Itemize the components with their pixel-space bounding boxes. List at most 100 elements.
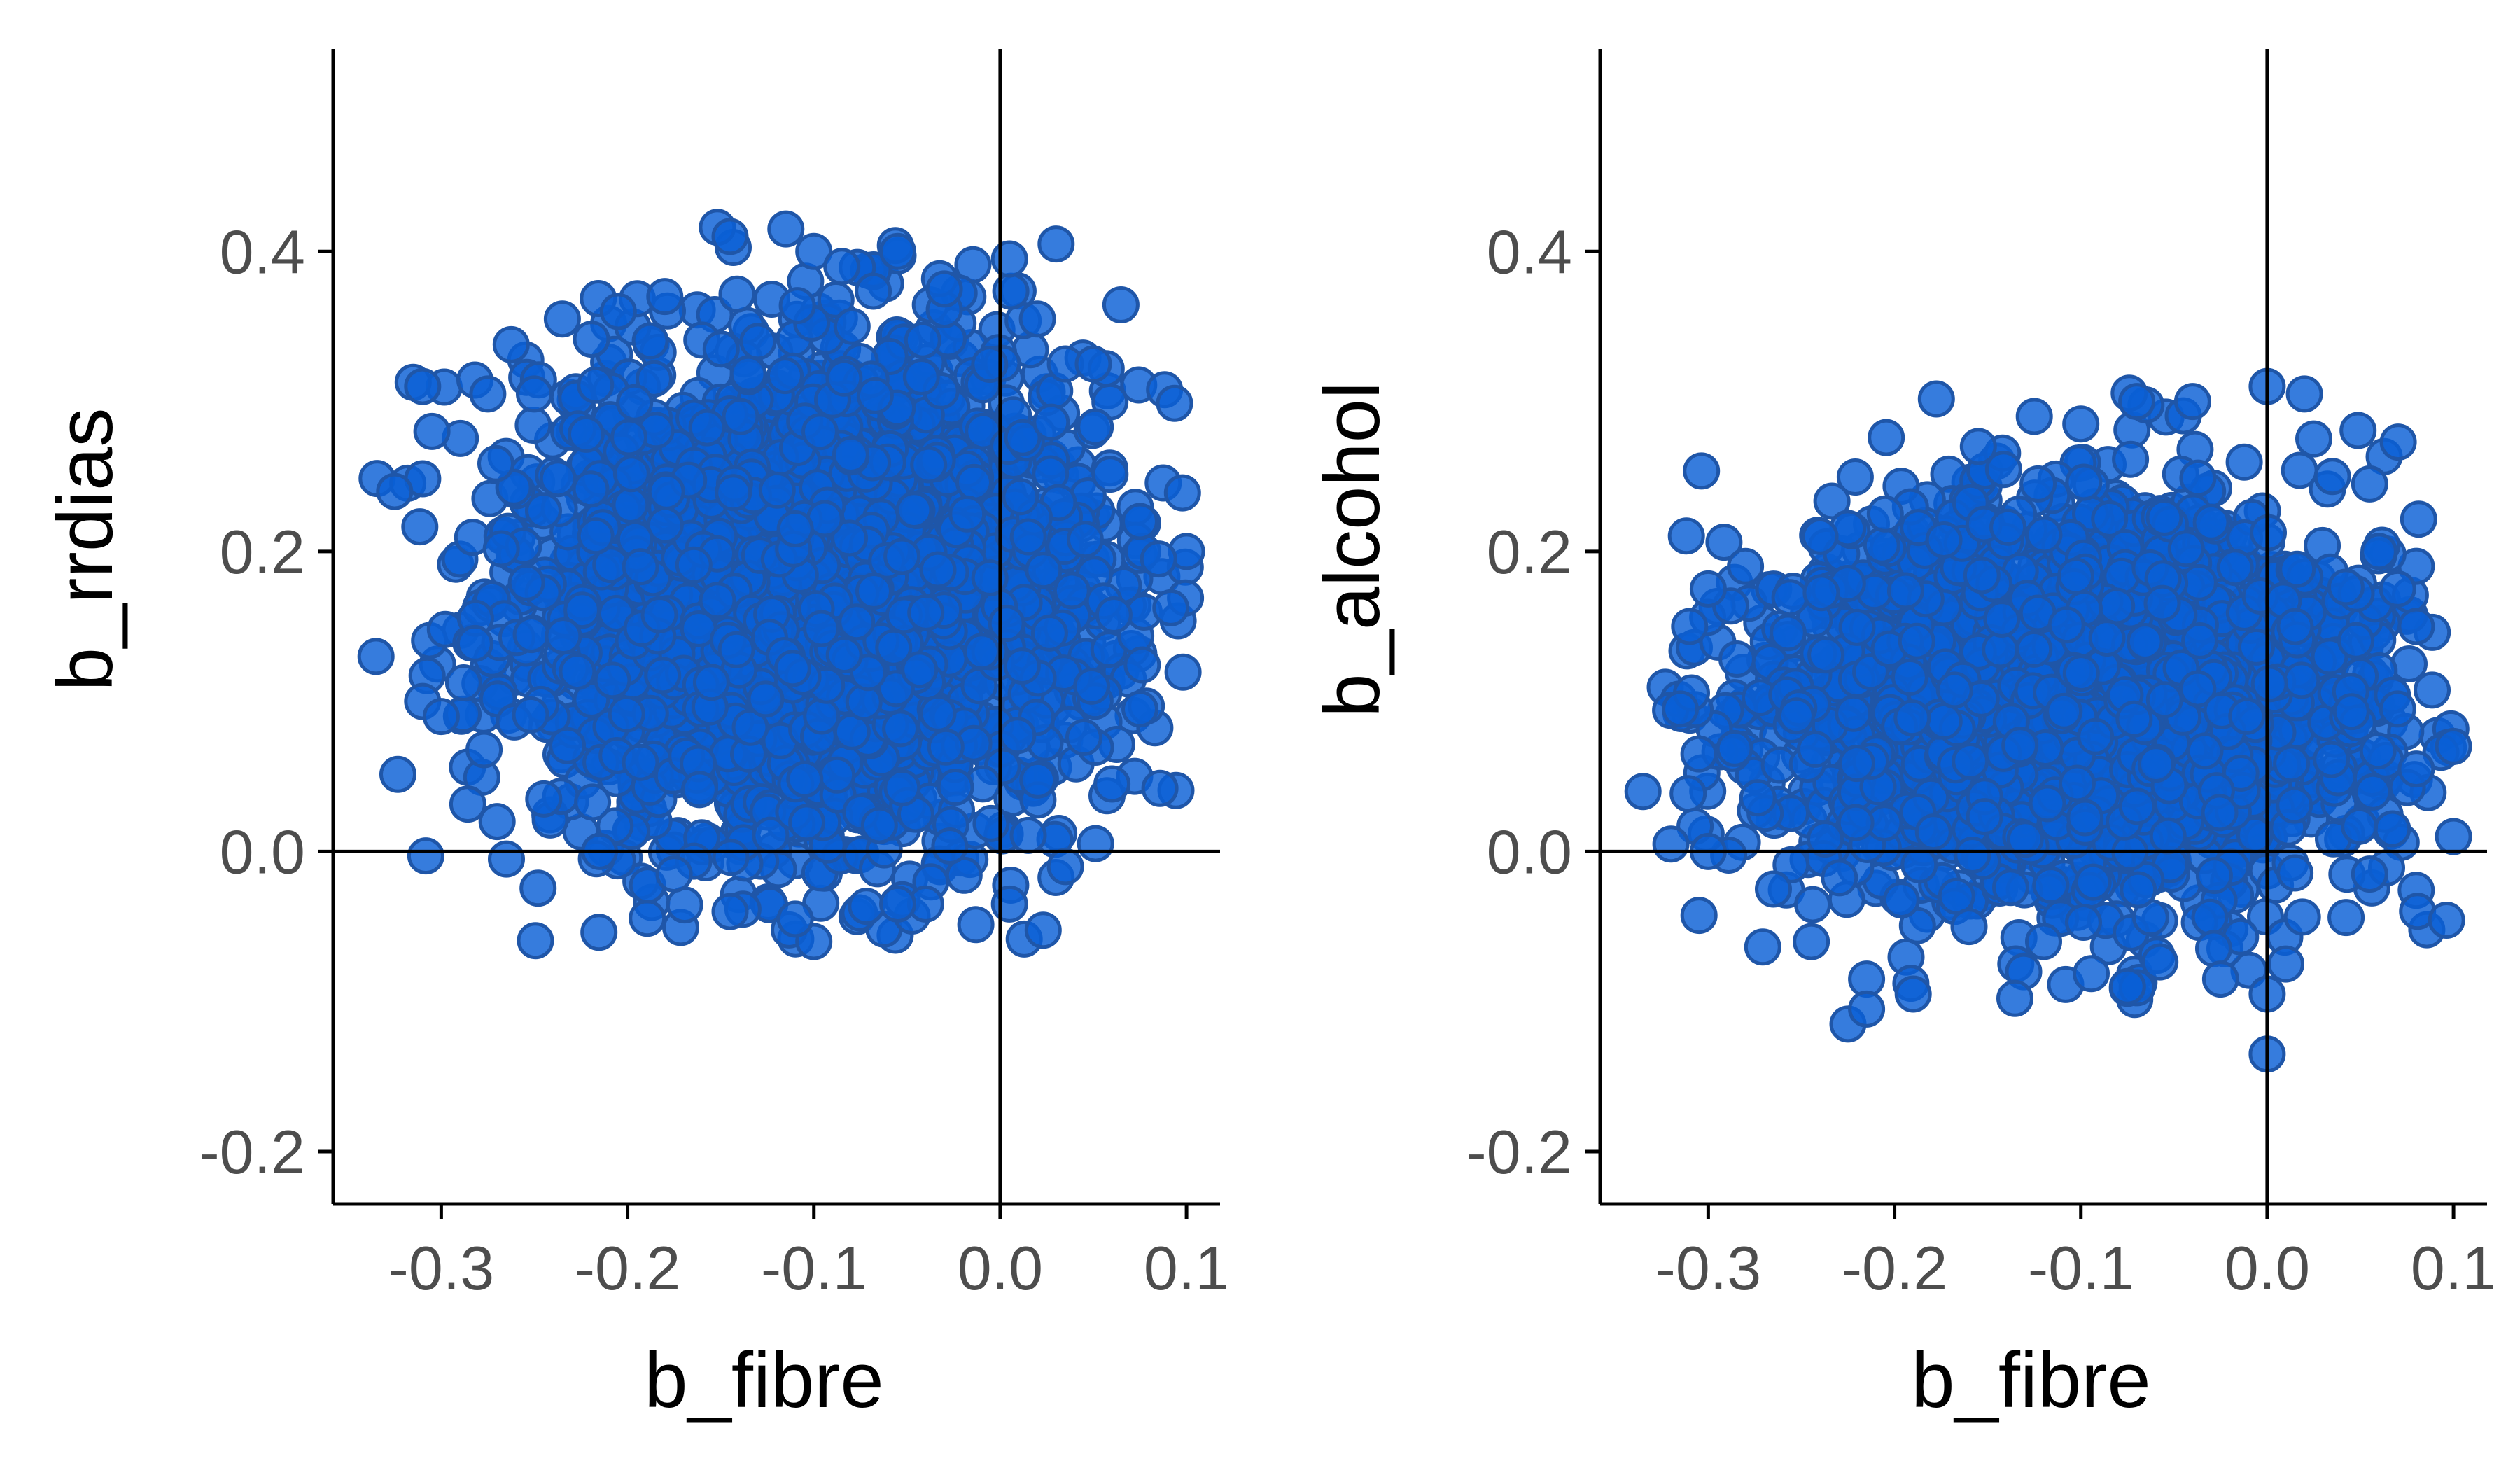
data-point — [1140, 540, 1177, 578]
x-tick-label: -0.2 — [575, 1233, 681, 1303]
data-point — [1718, 640, 1756, 678]
data-point — [640, 596, 678, 634]
data-point — [774, 650, 811, 687]
data-point — [712, 839, 750, 876]
data-point — [519, 869, 557, 907]
data-point — [1074, 345, 1112, 383]
data-point — [2149, 817, 2187, 855]
data-point — [1077, 408, 1114, 446]
data-point — [1009, 518, 1047, 556]
scatter-panel-1: -0.3 -0.2 -0.1 0.0 0.1-0.20.00.20.4b_fibreb_… — [41, 49, 1229, 1424]
data-point — [856, 377, 894, 414]
data-point — [1794, 886, 1832, 923]
data-point — [855, 272, 892, 310]
data-point — [1667, 517, 1705, 555]
data-point — [882, 710, 920, 748]
x-tick-label: 0.0 — [958, 1233, 1043, 1303]
y-tick-label: 0.0 — [220, 817, 305, 886]
data-point — [622, 743, 659, 781]
data-points — [357, 209, 1205, 960]
data-point — [559, 653, 596, 690]
data-point — [963, 633, 1000, 671]
data-point — [2313, 741, 2351, 778]
data-point — [855, 573, 892, 610]
data-point — [1121, 503, 1158, 540]
data-point — [1996, 979, 2033, 1017]
data-point — [895, 491, 933, 529]
data-point — [567, 415, 605, 453]
data-point — [469, 375, 507, 413]
data-point — [2225, 443, 2263, 481]
data-point — [990, 885, 1028, 923]
data-point — [883, 538, 921, 575]
data-point — [901, 651, 939, 689]
data-point — [2032, 867, 2070, 904]
data-point — [957, 906, 995, 944]
data-point — [666, 886, 704, 924]
data-point — [376, 472, 414, 510]
data-point — [512, 696, 550, 734]
data-point — [1102, 286, 1140, 323]
data-point — [786, 760, 824, 798]
data-point — [818, 756, 856, 794]
data-point — [1121, 690, 1158, 728]
data-point — [715, 474, 752, 512]
data-point — [574, 783, 612, 821]
x-tick-label: -0.3 — [388, 1233, 495, 1303]
data-point — [883, 769, 921, 806]
data-point — [622, 548, 659, 586]
data-point — [1002, 478, 1040, 516]
data-point — [833, 307, 871, 345]
data-point — [1882, 881, 1920, 919]
data-point — [1024, 911, 1062, 949]
data-point — [711, 892, 749, 930]
data-point — [1019, 761, 1057, 799]
data-point — [778, 287, 816, 325]
y-tick-label: 0.4 — [220, 217, 305, 286]
data-point — [1771, 579, 1809, 617]
data-point — [514, 407, 552, 444]
data-point — [549, 727, 586, 764]
data-point — [422, 698, 460, 736]
data-point — [599, 293, 637, 330]
data-point — [925, 270, 963, 308]
data-point — [612, 486, 650, 524]
data-point — [937, 769, 974, 806]
data-point — [1003, 648, 1041, 685]
data-point — [1030, 614, 1068, 652]
data-point — [456, 624, 493, 662]
data-point — [517, 922, 554, 960]
data-point — [1670, 775, 1707, 813]
data-point — [729, 355, 767, 393]
data-point — [449, 785, 486, 823]
data-point — [478, 803, 516, 841]
data-point — [488, 840, 525, 878]
data-point — [1164, 653, 1202, 691]
data-point — [2339, 412, 2377, 449]
data-point — [2065, 904, 2102, 941]
data-point — [1018, 300, 1056, 338]
data-point — [404, 368, 442, 405]
data-point — [629, 899, 666, 937]
x-tick-label: 0.1 — [1144, 1233, 1229, 1303]
data-point — [803, 697, 841, 735]
data-point — [1073, 667, 1111, 705]
data-point — [972, 804, 1010, 842]
data-point — [2328, 899, 2365, 937]
data-point — [1152, 589, 1190, 626]
data-point — [1053, 572, 1091, 610]
data-point — [357, 638, 395, 676]
data-point — [1091, 456, 1129, 493]
data-point — [675, 546, 713, 584]
data-point — [545, 617, 582, 655]
data-point — [572, 470, 610, 508]
data-point — [507, 564, 545, 601]
data-point — [838, 603, 876, 641]
data-point — [927, 728, 965, 766]
data-point — [1124, 646, 1161, 684]
data-point — [655, 855, 693, 893]
data-point — [379, 755, 416, 793]
data-point — [573, 321, 610, 358]
data-point — [631, 322, 669, 360]
